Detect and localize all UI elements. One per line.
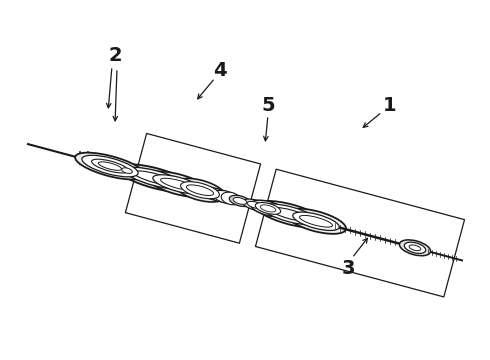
Ellipse shape xyxy=(118,166,136,175)
Ellipse shape xyxy=(260,205,276,212)
Ellipse shape xyxy=(146,171,210,197)
Text: 5: 5 xyxy=(261,95,275,114)
Ellipse shape xyxy=(92,159,128,173)
Ellipse shape xyxy=(286,209,346,234)
Ellipse shape xyxy=(247,201,263,208)
Ellipse shape xyxy=(243,199,268,211)
Ellipse shape xyxy=(404,242,426,253)
Ellipse shape xyxy=(153,175,203,194)
Ellipse shape xyxy=(181,182,220,199)
Text: 2: 2 xyxy=(108,45,122,64)
Ellipse shape xyxy=(186,185,214,195)
Ellipse shape xyxy=(122,168,132,174)
Ellipse shape xyxy=(293,212,339,230)
Text: 4: 4 xyxy=(213,60,227,80)
Ellipse shape xyxy=(196,186,234,202)
Ellipse shape xyxy=(213,190,239,204)
Ellipse shape xyxy=(255,203,281,214)
Text: 3: 3 xyxy=(341,258,355,278)
Ellipse shape xyxy=(82,155,138,177)
Ellipse shape xyxy=(221,192,241,205)
Ellipse shape xyxy=(399,240,431,256)
Ellipse shape xyxy=(255,201,325,228)
Ellipse shape xyxy=(75,153,145,180)
Ellipse shape xyxy=(118,165,192,192)
Ellipse shape xyxy=(262,204,318,225)
Ellipse shape xyxy=(409,245,421,251)
Ellipse shape xyxy=(125,167,185,189)
Ellipse shape xyxy=(233,198,247,204)
Ellipse shape xyxy=(161,178,196,190)
Ellipse shape xyxy=(175,179,225,202)
Ellipse shape xyxy=(270,208,309,221)
Ellipse shape xyxy=(299,215,332,227)
Ellipse shape xyxy=(134,171,176,185)
Ellipse shape xyxy=(98,162,122,170)
Ellipse shape xyxy=(250,200,286,217)
Ellipse shape xyxy=(229,195,251,207)
Ellipse shape xyxy=(205,189,237,203)
Text: 1: 1 xyxy=(383,95,397,114)
